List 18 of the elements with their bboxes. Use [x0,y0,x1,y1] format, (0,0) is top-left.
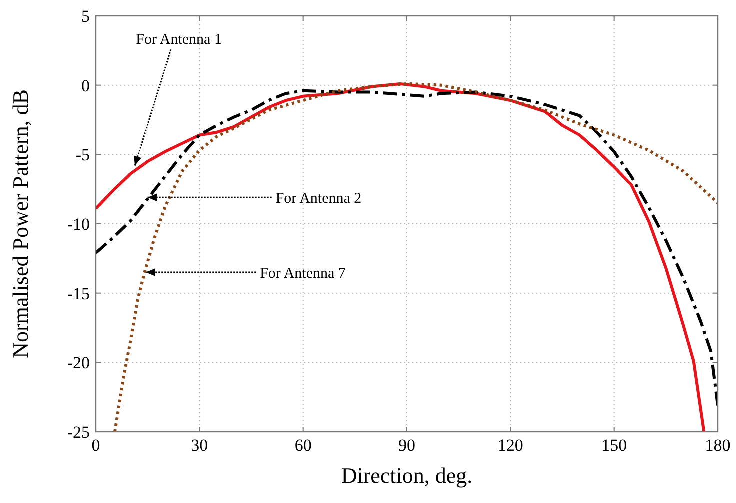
x-axis-title: Direction, deg. [341,463,473,488]
y-tick-label: -10 [67,214,90,234]
x-tick-label: 30 [191,436,208,455]
annotation: For Antenna 2 [276,190,362,207]
x-tick-label: 180 [705,436,731,455]
y-tick-label: -20 [67,354,90,373]
x-tick-label: 60 [294,436,312,455]
y-tick-label: -5 [76,146,90,165]
y-tick-label: 0 [82,76,90,96]
y-tick-label: -25 [67,422,90,442]
x-tick-label: 90 [398,436,416,455]
annotation: For Antenna 1 [136,32,222,48]
x-tick-label: 120 [498,436,524,455]
x-tick-label: 150 [602,436,628,455]
y-axis-title: Normalised Power Pattern, dB [8,90,33,358]
annotation: For Antenna 7 [260,266,346,282]
y-tick-label: -15 [67,284,90,304]
y-tick-label: 5 [82,6,90,26]
